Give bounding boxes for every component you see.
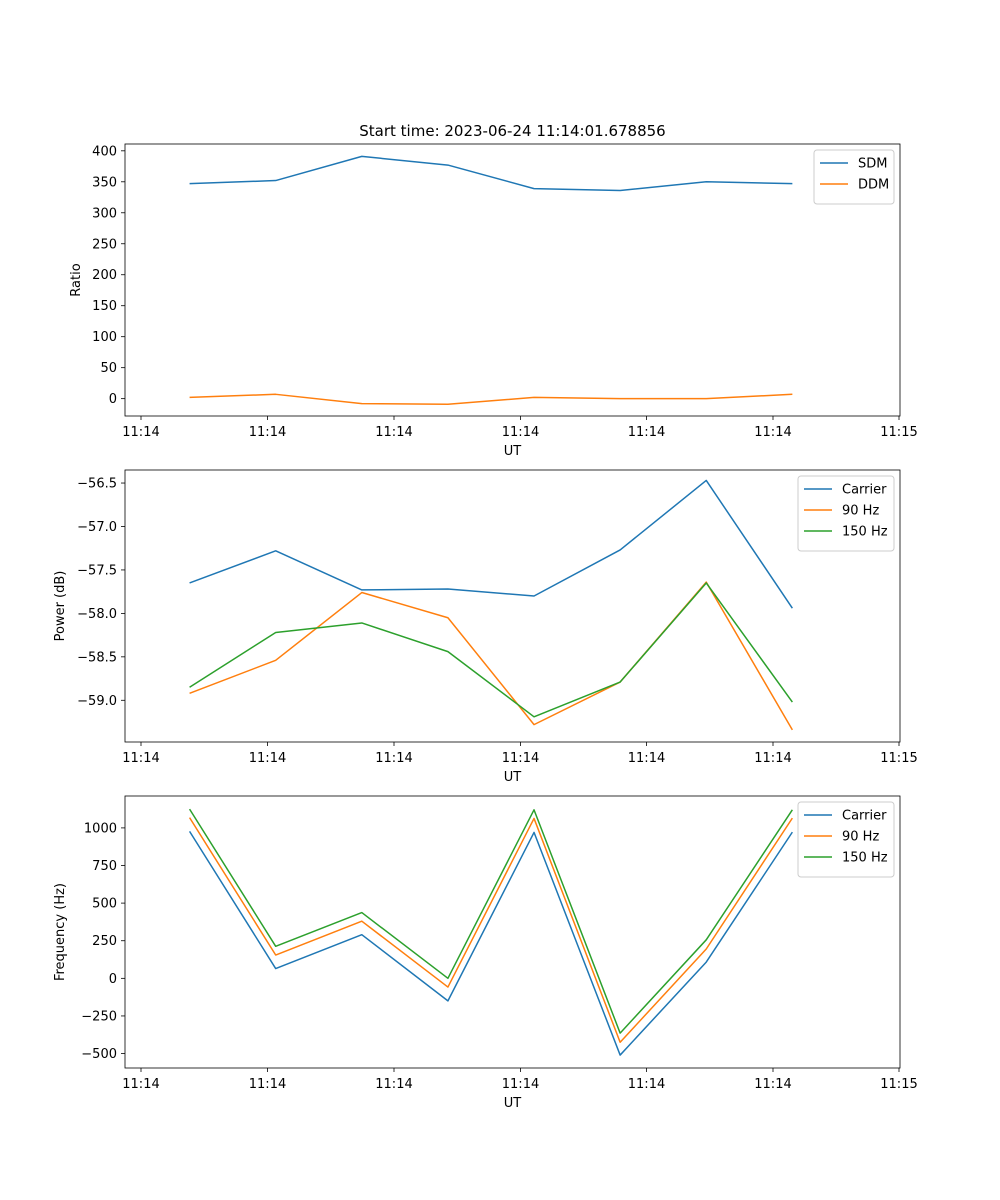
subplot-3: 11:14 11:14 11:14 11:14 11:14 11:14 11:15 −500 −… bbox=[53, 795, 918, 1111]
y-tick-label: 300 bbox=[92, 206, 117, 221]
x-tick-label: 11:14 bbox=[628, 1077, 665, 1092]
x-tick-label: 11:14 bbox=[375, 425, 412, 440]
y-tick-label: −57.5 bbox=[77, 563, 117, 578]
x-tick-label: 11:14 bbox=[628, 425, 665, 440]
series-line-150-hz bbox=[189, 582, 793, 718]
legend-label: 150 Hz bbox=[842, 525, 888, 540]
x-tick-label: 11:14 bbox=[249, 425, 286, 440]
y-tick-label: 100 bbox=[92, 330, 117, 345]
y-tick-label: −58.0 bbox=[77, 607, 117, 622]
subplot-2: 11:14 11:14 11:14 11:14 11:14 11:14 11:15 −59.0… bbox=[53, 469, 918, 785]
y-tick-label: 200 bbox=[92, 268, 117, 283]
y-tick-label: −59.0 bbox=[77, 694, 117, 709]
x-axis-label: UT bbox=[504, 444, 522, 459]
y-tick-label: 250 bbox=[92, 237, 117, 252]
y-tick-label: 750 bbox=[92, 859, 117, 874]
x-tick-label: 11:14 bbox=[502, 1077, 539, 1092]
legend-label: Carrier bbox=[842, 483, 887, 498]
legend: Carrier 90 Hz 150 Hz bbox=[797, 475, 895, 552]
x-tick-label: 11:14 bbox=[122, 425, 159, 440]
y-tick-label: −250 bbox=[81, 1009, 117, 1024]
x-tick-label: 11:14 bbox=[375, 1077, 412, 1092]
series-line-150-hz bbox=[188, 808, 793, 1034]
y-tick-label: 0 bbox=[109, 392, 117, 407]
x-tick-label: 11:14 bbox=[249, 751, 286, 766]
x-tick-label: 11:14 bbox=[754, 751, 791, 766]
legend: Carrier 90 Hz 150 Hz bbox=[797, 801, 895, 878]
x-tick-label: 11:14 bbox=[754, 425, 791, 440]
series-line-90-hz bbox=[188, 817, 793, 1044]
y-axis-label: Ratio bbox=[69, 263, 84, 296]
axes-frame bbox=[124, 143, 901, 417]
y-tick-label: −58.5 bbox=[77, 650, 117, 665]
y-tick-label: 400 bbox=[92, 144, 117, 159]
x-tick-label: 11:14 bbox=[122, 751, 159, 766]
legend-label: Carrier bbox=[842, 809, 887, 824]
axes-frame bbox=[124, 469, 901, 743]
y-tick-label: −57.0 bbox=[77, 520, 117, 535]
x-axis-label: UT bbox=[504, 770, 522, 785]
x-tick-label: 11:14 bbox=[249, 1077, 286, 1092]
x-tick-label: 11:14 bbox=[375, 751, 412, 766]
legend-label: DDM bbox=[858, 178, 889, 193]
series-line-carrier bbox=[189, 479, 793, 609]
legend-box bbox=[797, 475, 895, 552]
y-axis-label: Frequency (Hz) bbox=[53, 883, 68, 981]
legend-label: 150 Hz bbox=[842, 851, 888, 866]
y-tick-label: 150 bbox=[92, 299, 117, 314]
series-line-carrier bbox=[188, 830, 793, 1056]
x-axis-label: UT bbox=[504, 1096, 522, 1111]
y-tick-label: 500 bbox=[92, 897, 117, 912]
series-line-sdm bbox=[189, 155, 793, 192]
series-line-90-hz bbox=[189, 581, 794, 731]
legend-label: 90 Hz bbox=[842, 830, 879, 845]
x-tick-label: 11:14 bbox=[502, 751, 539, 766]
y-tick-label: 0 bbox=[109, 972, 117, 987]
y-tick-label: −56.5 bbox=[77, 477, 117, 492]
series-line-ddm bbox=[189, 393, 793, 405]
y-axis-label: Power (dB) bbox=[53, 571, 68, 642]
legend: SDM DDM bbox=[813, 149, 895, 205]
y-tick-label: 50 bbox=[100, 361, 117, 376]
y-tick-label: 350 bbox=[92, 175, 117, 190]
axes-frame bbox=[124, 795, 901, 1069]
y-tick-label: 250 bbox=[92, 934, 117, 949]
y-tick-label: 1000 bbox=[84, 821, 117, 836]
legend-box bbox=[797, 801, 895, 878]
x-tick-label: 11:15 bbox=[880, 751, 917, 766]
x-tick-label: 11:14 bbox=[122, 1077, 159, 1092]
x-tick-label: 11:14 bbox=[628, 751, 665, 766]
y-tick-label: −500 bbox=[81, 1047, 117, 1062]
x-tick-label: 11:14 bbox=[502, 425, 539, 440]
figure-title: Start time: 2023-06-24 11:14:01.678856 bbox=[359, 122, 665, 140]
legend-label: SDM bbox=[858, 157, 887, 172]
x-tick-label: 11:15 bbox=[880, 425, 917, 440]
x-tick-label: 11:15 bbox=[880, 1077, 917, 1092]
subplot-1: 11:14 11:14 11:14 11:14 11:14 11:14 11:15 0 50 10… bbox=[69, 143, 918, 459]
legend-label: 90 Hz bbox=[842, 504, 879, 519]
x-tick-label: 11:14 bbox=[754, 1077, 791, 1092]
